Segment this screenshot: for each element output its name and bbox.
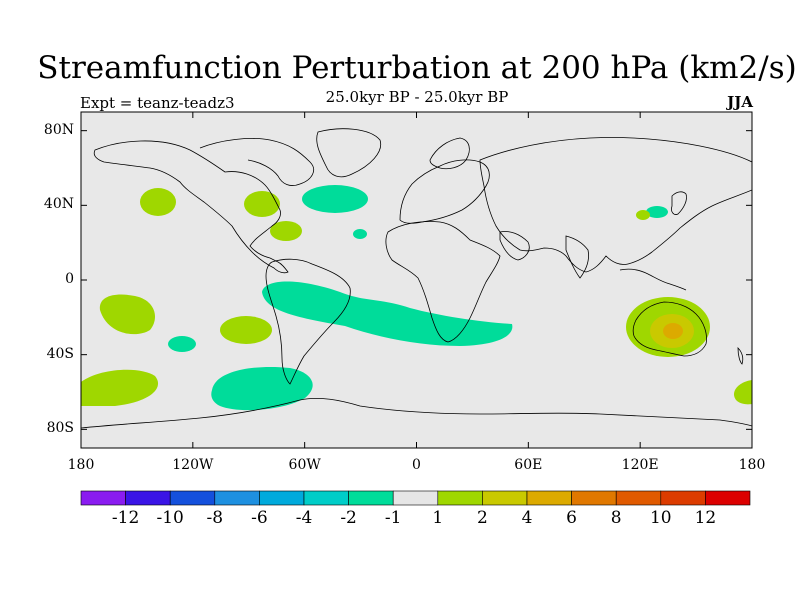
- coastlines: [81, 128, 752, 429]
- colorbar-label: 2: [476, 508, 488, 528]
- colorbar-label: -10: [156, 508, 184, 528]
- region-north-america-positive: [244, 191, 280, 217]
- colorbar-swatch: [125, 490, 171, 506]
- coast-new-zealand: [737, 347, 744, 365]
- lon-label-0: 0: [412, 457, 421, 473]
- lat-label-0: 0: [65, 271, 74, 287]
- coast-canada-north: [199, 138, 314, 186]
- colorbar-swatch: [169, 490, 216, 506]
- coast-indonesia: [619, 268, 687, 291]
- lat-label-40s: 40S: [46, 345, 74, 362]
- region-south-pacific-negative-small: [168, 336, 196, 352]
- coast-north-america: [93, 140, 289, 274]
- coast-south-america: [265, 258, 351, 385]
- coast-antarctica: [81, 398, 752, 429]
- colorbar-label: 8: [610, 508, 622, 528]
- colorbar-label: -6: [251, 508, 268, 528]
- colorbar-swatch: [482, 490, 528, 506]
- colorbar-swatch: [571, 490, 617, 506]
- coast-scandinavia: [429, 137, 470, 170]
- colorbar-label: -4: [295, 508, 313, 528]
- coast-arabia: [499, 231, 530, 261]
- colorbar-swatch: [437, 490, 483, 506]
- colorbar-swatch: [259, 490, 305, 506]
- colorbar-label: -2: [340, 508, 357, 528]
- chart-title: Streamfunction Perturbation at 200 hPa (…: [37, 50, 797, 86]
- coast-asia: [479, 137, 752, 273]
- lon-label-120w: 120W: [172, 457, 214, 473]
- region-east-asia-negative: [646, 206, 668, 218]
- ocean-background: [81, 112, 752, 448]
- colorbar-label: 6: [566, 508, 577, 528]
- region-southern-ocean-positive-west: [81, 369, 159, 406]
- coast-india: [565, 235, 589, 279]
- region-north-pacific-positive: [140, 188, 176, 216]
- region-north-atlantic-negative: [302, 185, 368, 213]
- colorbar-swatch: [392, 490, 439, 506]
- colorbar-swatch: [705, 490, 751, 506]
- region-australia-peak: [663, 323, 683, 339]
- coast-africa: [385, 221, 501, 343]
- region-south-pacific-positive-mid: [220, 316, 272, 344]
- region-mid-atlantic-negative-small: [353, 229, 367, 239]
- colorbar-swatch: [615, 490, 662, 506]
- colorbar-swatch: [214, 490, 260, 506]
- region-southern-ocean-positive-east: [733, 380, 752, 405]
- colorbar-label: 12: [694, 508, 717, 528]
- region-southern-ocean-negative: [211, 366, 313, 411]
- coast-australia: [632, 301, 707, 357]
- colorbar-swatch: [80, 490, 126, 506]
- region-east-asia-positive: [636, 210, 650, 220]
- axis-ticks: [80, 112, 753, 448]
- region-caribbean-positive: [270, 221, 302, 241]
- lat-label-40n: 40N: [43, 196, 74, 213]
- colorbar-swatch: [303, 490, 349, 506]
- season-label: JJA: [727, 93, 753, 111]
- colorbar-label: -8: [206, 508, 224, 528]
- region-south-atlantic-negative-band: [262, 281, 513, 346]
- colorbar: [80, 490, 751, 506]
- coast-greenland: [316, 128, 382, 178]
- lon-label-180: 180: [738, 457, 766, 473]
- lon-label-180: 180: [67, 457, 95, 473]
- colorbar-label: 4: [521, 508, 533, 528]
- colorbar-swatch: [660, 490, 706, 506]
- chart-subtitle: 25.0kyr BP - 25.0kyr BP: [325, 88, 509, 106]
- coast-europe: [399, 159, 490, 224]
- colorbar-label: -1: [384, 508, 402, 528]
- lon-label-60e: 60E: [514, 457, 543, 473]
- lat-label-80n: 80N: [43, 121, 74, 138]
- experiment-label: Expt = teanz-teadz3: [80, 94, 235, 112]
- lon-label-60w: 60W: [288, 457, 321, 473]
- colorbar-label: -12: [111, 508, 140, 528]
- colorbar-label: 1: [432, 508, 444, 528]
- colorbar-swatch: [348, 490, 394, 506]
- contour-regions: [81, 185, 752, 411]
- region-south-pacific-positive-west: [99, 294, 155, 335]
- colorbar-swatch: [526, 490, 572, 506]
- colorbar-label: 10: [649, 508, 672, 528]
- lat-label-80s: 80S: [46, 420, 74, 437]
- lon-label-120e: 120E: [621, 457, 659, 473]
- coast-japan: [671, 191, 687, 215]
